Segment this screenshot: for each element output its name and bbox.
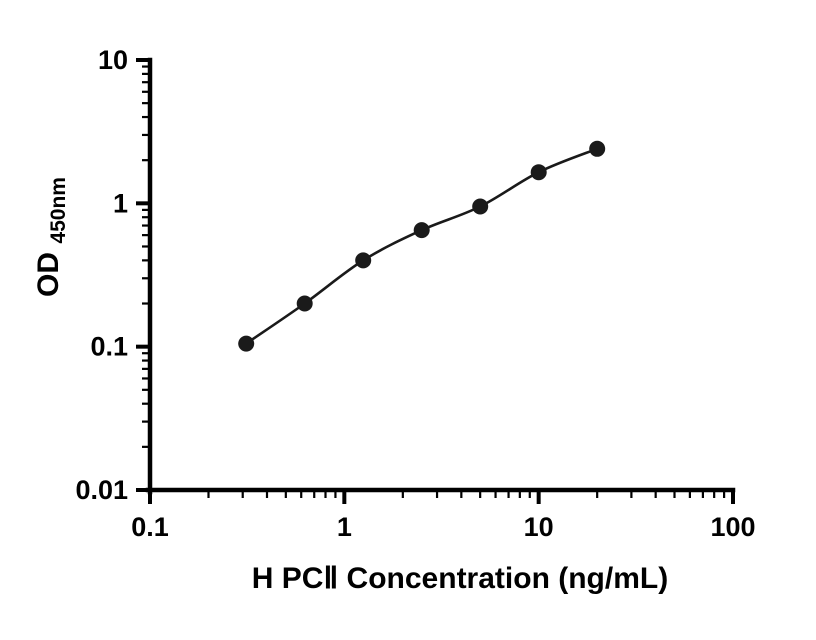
x-axis-label: H PCⅡ Concentration (ng/mL) (252, 562, 668, 595)
fitted-curve (245, 147, 598, 345)
data-point (238, 335, 255, 352)
x-tick-label: 100 (710, 512, 755, 542)
x-tick-label: 0.1 (131, 512, 169, 542)
data-point (413, 222, 430, 239)
y-tick-label: 0.01 (75, 475, 128, 505)
y-axis-label-main: OD (32, 252, 65, 297)
y-tick-label: 10 (98, 45, 128, 75)
y-tick-label: 0.1 (90, 332, 128, 362)
data-point (355, 252, 372, 269)
data-point (530, 164, 547, 181)
data-point (472, 198, 489, 215)
y-tick-label: 1 (113, 188, 128, 218)
x-tick-label: 10 (524, 512, 554, 542)
y-axis-label: OD 450nm (32, 177, 70, 297)
data-point (589, 140, 606, 157)
data-point (296, 295, 313, 312)
x-tick-label: 1 (337, 512, 352, 542)
y-axis-label-sub: 450nm (47, 177, 70, 244)
